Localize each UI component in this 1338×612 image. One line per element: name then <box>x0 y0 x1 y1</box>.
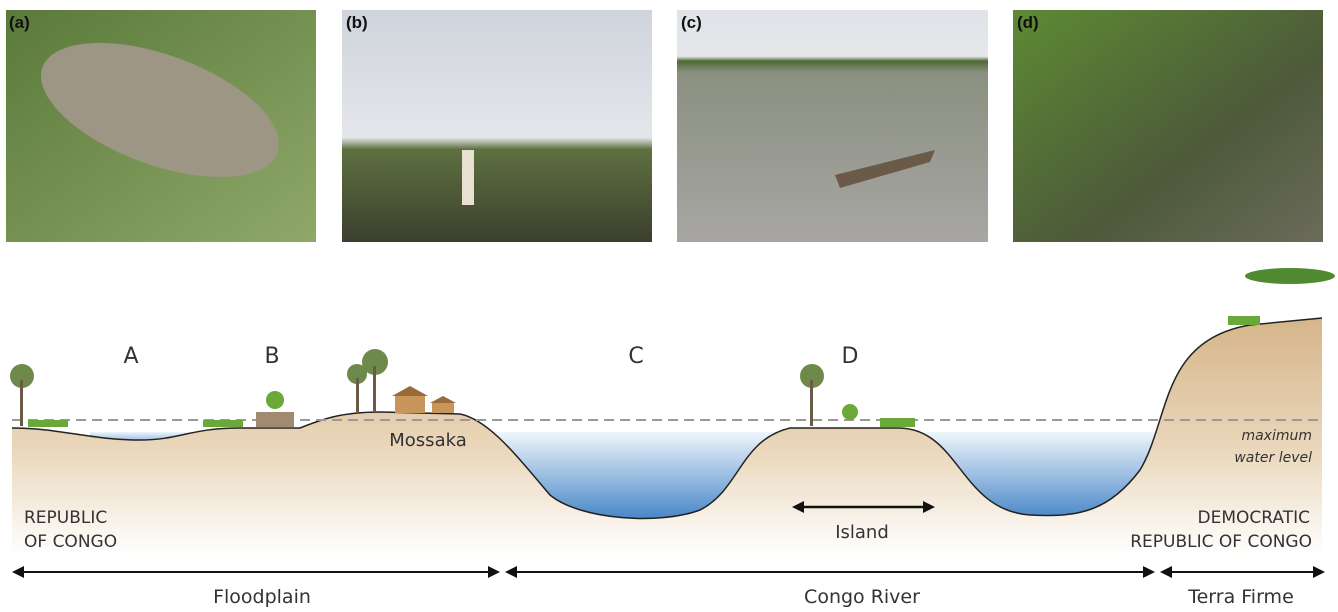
country-text: REPUBLIC <box>24 508 107 528</box>
country-text: REPUBLIC OF CONGO <box>1130 532 1312 552</box>
water-level-text: water level <box>1234 450 1312 466</box>
country-text: DEMOCRATIC <box>1198 508 1310 528</box>
houses <box>392 386 456 413</box>
site-label: C <box>628 344 643 369</box>
person <box>462 150 474 205</box>
photo-label: (d) <box>1017 13 1039 32</box>
cross-section: A B C D Mossaka Island maximum water lev… <box>10 268 1335 608</box>
site-labels: A B C D <box>123 344 858 369</box>
photo-label: (a) <box>9 13 30 32</box>
country-labels: REPUBLIC OF CONGO DEMOCRATIC REPUBLIC OF… <box>24 508 1312 552</box>
zone-labels: Floodplain Congo River Terra Firme <box>213 586 1294 608</box>
ground <box>12 318 1322 556</box>
water-level-label: maximum water level <box>1234 428 1312 466</box>
photos: (a) (b) (c) (d) <box>6 10 1323 242</box>
ground-line <box>11 317 1323 520</box>
photo-label: (c) <box>681 13 702 32</box>
zone-label: Floodplain <box>213 586 311 608</box>
vegetation <box>10 268 1335 427</box>
photo-label: (b) <box>346 13 368 32</box>
site-label: D <box>842 344 859 369</box>
photo-b <box>342 10 652 242</box>
canoe <box>835 150 935 188</box>
island-label: Island <box>835 522 889 543</box>
photo-d <box>1013 10 1323 242</box>
town-label: Mossaka <box>389 430 466 451</box>
photo-c <box>677 10 988 242</box>
zone-label: Terra Firme <box>1187 586 1294 608</box>
zone-label: Congo River <box>804 586 920 608</box>
country-text: OF CONGO <box>24 532 117 552</box>
water-level-text: maximum <box>1241 428 1312 444</box>
site-label: B <box>264 344 279 369</box>
fish-trap <box>41 42 279 178</box>
site-label: A <box>123 344 138 369</box>
